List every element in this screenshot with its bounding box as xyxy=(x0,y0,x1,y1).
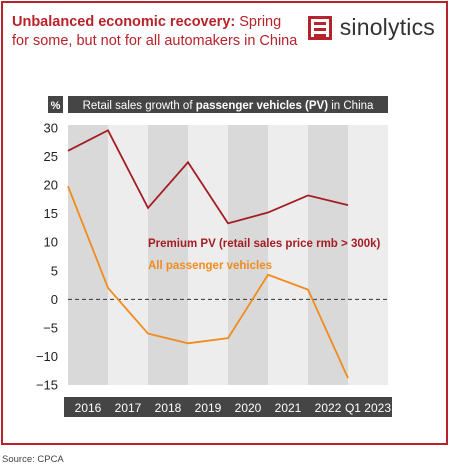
headline-bold: Unbalanced economic recovery: xyxy=(12,14,236,30)
unit-label-box xyxy=(48,96,63,113)
logo-text: sinolytics xyxy=(339,14,435,40)
series-line-1 xyxy=(67,129,349,225)
x-tick-label: 2018 xyxy=(155,401,182,415)
year-band xyxy=(148,125,188,385)
x-tick-label: 2016 xyxy=(75,401,102,415)
y-tick-label: 30 xyxy=(44,121,58,136)
y-tick-label: 5 xyxy=(51,263,58,278)
logo: sinolytics xyxy=(307,14,435,41)
chart-frame xyxy=(1,1,448,445)
x-tick-label: 2021 xyxy=(275,401,302,415)
series-line-2 xyxy=(67,185,349,379)
y-tick-label: −10 xyxy=(36,349,58,364)
headline: Unbalanced economic recovery: Spring for… xyxy=(12,13,302,51)
x-axis-bar xyxy=(64,397,392,417)
source-note: Source: CPCA xyxy=(2,454,64,465)
x-tick-label: 2017 xyxy=(115,401,142,415)
legend-label-2: All passenger vehicles xyxy=(148,260,272,272)
x-tick-label: Q1 2023 xyxy=(345,401,391,415)
y-tick-label: 10 xyxy=(44,235,58,250)
x-tick-label: 2019 xyxy=(195,401,222,415)
year-band xyxy=(108,125,148,385)
x-tick-label: 2020 xyxy=(235,401,262,415)
chart-title: Retail sales growth of passenger vehicle… xyxy=(83,100,374,112)
year-band xyxy=(228,125,268,385)
legend-label-1: Premium PV (retail sales price rmb > 300… xyxy=(148,238,381,250)
year-band xyxy=(188,125,228,385)
sinolytics-logo-icon xyxy=(307,15,332,40)
year-band xyxy=(348,125,388,385)
y-tick-label: 25 xyxy=(44,149,58,164)
y-tick-label: 0 xyxy=(51,292,58,307)
chart-title-bar xyxy=(68,96,388,113)
y-tick-label: −5 xyxy=(43,320,58,335)
unit-label: % xyxy=(51,100,61,112)
headline-rest: Spring for some, but not for all automak… xyxy=(12,14,298,49)
y-tick-label: 15 xyxy=(44,206,58,221)
year-band xyxy=(268,125,308,385)
year-band xyxy=(308,125,348,385)
year-band xyxy=(68,125,108,385)
y-tick-label: 20 xyxy=(44,178,58,193)
y-tick-label: −15 xyxy=(36,378,58,393)
x-tick-label: 2022 xyxy=(315,401,342,415)
